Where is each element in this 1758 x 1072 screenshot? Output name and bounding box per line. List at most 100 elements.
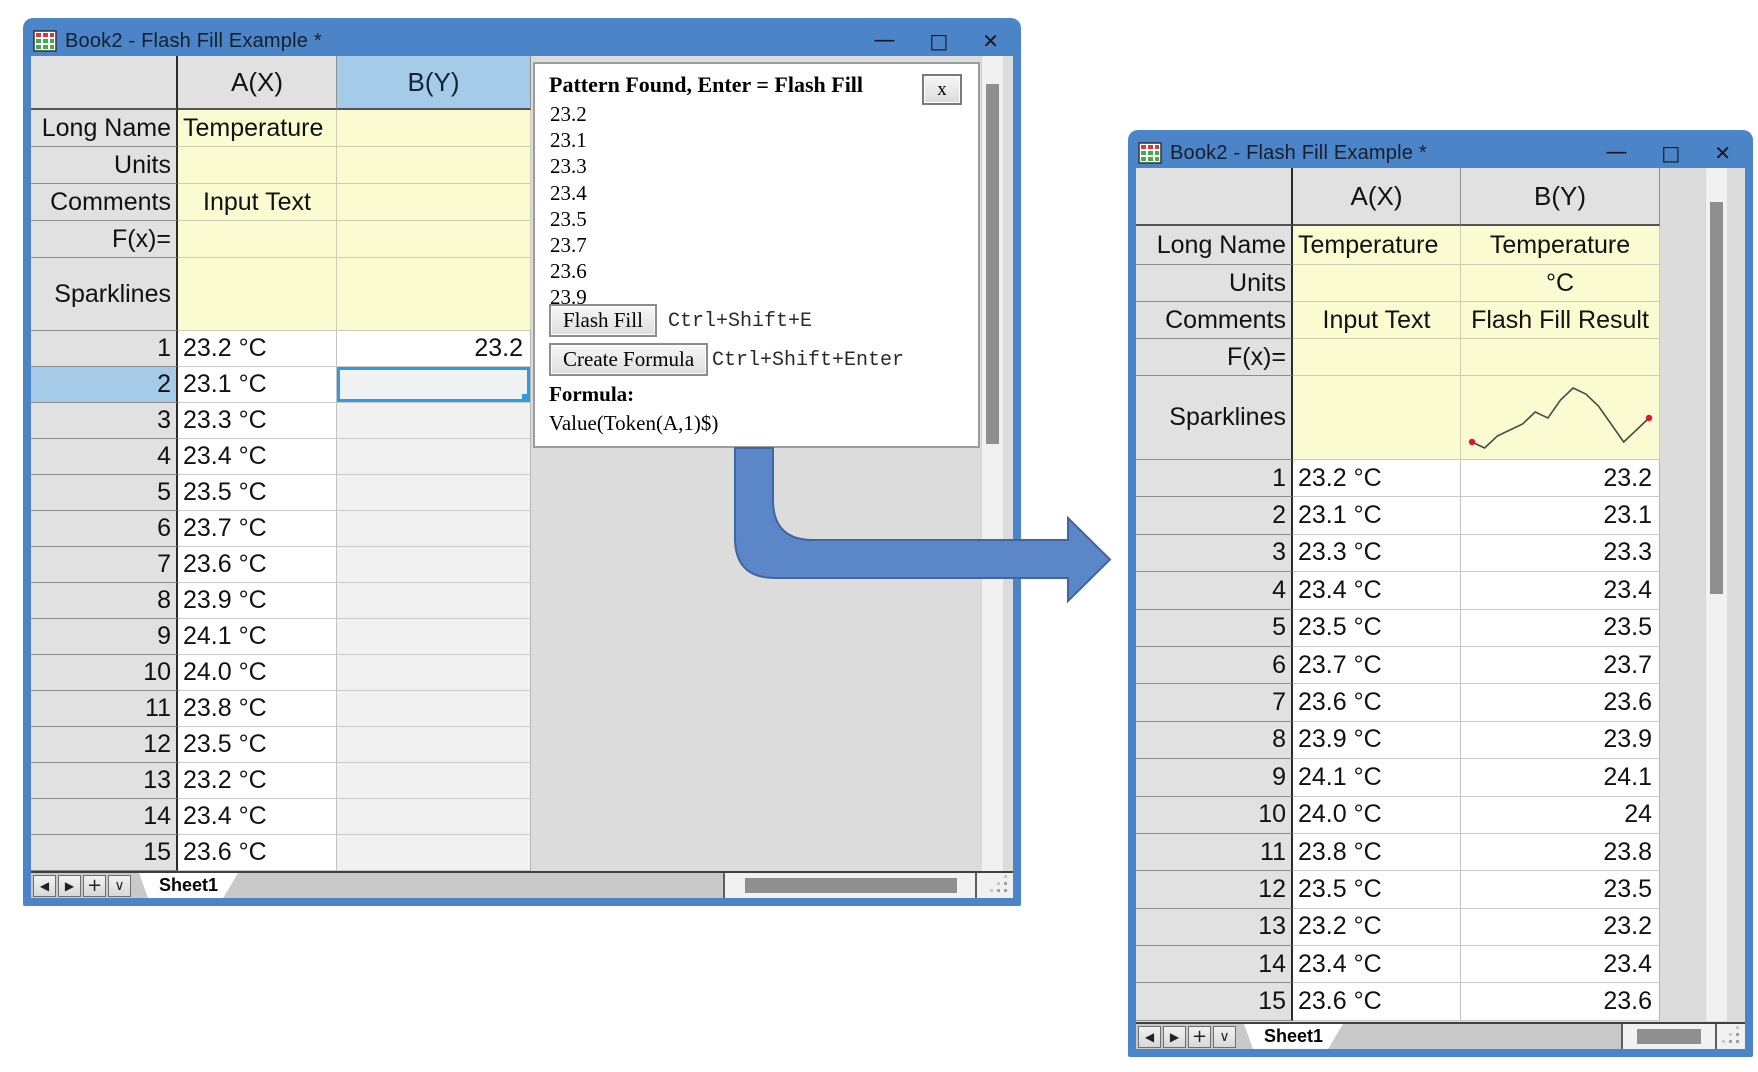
- maximize-button[interactable]: □: [929, 29, 949, 53]
- cell-b[interactable]: [337, 583, 531, 619]
- horizontal-scrollbar[interactable]: [1621, 1024, 1715, 1049]
- vertical-scrollbar-thumb[interactable]: [986, 84, 999, 444]
- cell-a[interactable]: 23.2 °C: [178, 331, 337, 367]
- long-name-a[interactable]: Temperature: [178, 110, 337, 147]
- comments-b[interactable]: Flash Fill Result: [1461, 302, 1660, 339]
- cell-b[interactable]: 23.8: [1461, 833, 1660, 872]
- sparklines-a[interactable]: [1293, 376, 1461, 460]
- cell-a[interactable]: 23.8 °C: [1293, 833, 1461, 872]
- vertical-scrollbar[interactable]: [981, 56, 1003, 871]
- add-sheet-button[interactable]: +: [83, 874, 106, 897]
- add-sheet-button[interactable]: +: [1188, 1025, 1211, 1048]
- cell-b[interactable]: 23.5: [1461, 609, 1660, 647]
- comments-a[interactable]: Input Text: [1293, 302, 1461, 339]
- cell-a[interactable]: 23.3 °C: [178, 403, 337, 439]
- comments-a[interactable]: Input Text: [178, 184, 337, 221]
- horizontal-scrollbar-thumb[interactable]: [1637, 1029, 1701, 1044]
- row-number[interactable]: 2: [1136, 497, 1293, 535]
- row-number[interactable]: 3: [31, 403, 178, 439]
- minimize-button[interactable]: —: [1605, 140, 1628, 165]
- row-number[interactable]: 7: [31, 547, 178, 583]
- sparkline-cell[interactable]: [1461, 376, 1660, 460]
- row-number[interactable]: 13: [1136, 908, 1293, 947]
- comments-b[interactable]: [337, 184, 531, 221]
- row-number[interactable]: 7: [1136, 684, 1293, 722]
- row-label[interactable]: Sparklines: [31, 258, 178, 331]
- units-a[interactable]: [1293, 265, 1461, 302]
- resize-grip[interactable]: [975, 873, 1013, 898]
- cell-a[interactable]: 24.0 °C: [178, 655, 337, 691]
- row-number[interactable]: 15: [1136, 983, 1293, 1021]
- column-header-b[interactable]: B(Y): [337, 56, 531, 110]
- cell-a[interactable]: 23.5 °C: [178, 475, 337, 511]
- row-number[interactable]: 1: [1136, 460, 1293, 498]
- flash-fill-button[interactable]: Flash Fill: [549, 304, 657, 337]
- row-number[interactable]: 4: [1136, 572, 1293, 610]
- fx-a[interactable]: [178, 221, 337, 258]
- cell-b[interactable]: 23.4: [1461, 572, 1660, 610]
- cell-b[interactable]: 23.6: [1461, 983, 1660, 1021]
- cell-a[interactable]: 23.1 °C: [178, 367, 337, 403]
- cell-b[interactable]: [337, 367, 531, 403]
- cell-b[interactable]: 23.6: [1461, 684, 1660, 722]
- create-formula-button[interactable]: Create Formula: [549, 343, 709, 376]
- row-number[interactable]: 10: [1136, 796, 1293, 834]
- row-number[interactable]: 13: [31, 763, 178, 799]
- cell-a[interactable]: 23.5 °C: [1293, 871, 1461, 909]
- cell-b[interactable]: 23.3: [1461, 534, 1660, 573]
- cell-b[interactable]: [337, 655, 531, 691]
- cell-a[interactable]: 23.4 °C: [1293, 572, 1461, 610]
- cell-a[interactable]: 23.7 °C: [1293, 646, 1461, 685]
- horizontal-scrollbar[interactable]: [723, 873, 975, 898]
- row-number[interactable]: 8: [1136, 721, 1293, 760]
- row-number[interactable]: 4: [31, 439, 178, 475]
- horizontal-scrollbar-thumb[interactable]: [745, 878, 957, 893]
- right-titlebar[interactable]: Book2 - Flash Fill Example * — □ ✕: [1136, 138, 1745, 168]
- row-number[interactable]: 6: [1136, 646, 1293, 685]
- cell-b[interactable]: [337, 727, 531, 763]
- cell-b[interactable]: 23.4: [1461, 946, 1660, 984]
- cell-a[interactable]: 24.1 °C: [1293, 759, 1461, 797]
- cell-b[interactable]: 24.1: [1461, 759, 1660, 797]
- row-number[interactable]: 5: [31, 475, 178, 511]
- row-number[interactable]: 15: [31, 835, 178, 871]
- cell-a[interactable]: 23.5 °C: [1293, 609, 1461, 647]
- close-button[interactable]: ✕: [1714, 141, 1731, 165]
- sheet-tab[interactable]: Sheet1: [139, 873, 238, 898]
- row-label[interactable]: Sparklines: [1136, 376, 1293, 460]
- cell-b[interactable]: 23.2: [337, 331, 531, 367]
- cell-a[interactable]: 23.2 °C: [1293, 908, 1461, 947]
- row-number[interactable]: 12: [1136, 871, 1293, 909]
- sheet-list-button[interactable]: ∨: [1213, 1025, 1236, 1048]
- cell-b[interactable]: [337, 619, 531, 655]
- row-number[interactable]: 2: [31, 367, 178, 403]
- cell-b[interactable]: [337, 547, 531, 583]
- cell-b[interactable]: 23.1: [1461, 497, 1660, 535]
- row-label[interactable]: Units: [1136, 265, 1293, 302]
- sheet-nav-forward-button[interactable]: ▶: [1163, 1025, 1186, 1048]
- cell-b[interactable]: 24: [1461, 796, 1660, 834]
- cell-a[interactable]: 23.4 °C: [1293, 946, 1461, 984]
- row-number[interactable]: 14: [31, 799, 178, 835]
- row-label[interactable]: Comments: [31, 184, 178, 221]
- cell-b[interactable]: 23.2: [1461, 908, 1660, 947]
- row-number[interactable]: 5: [1136, 609, 1293, 647]
- row-number[interactable]: 9: [31, 619, 178, 655]
- cell-b[interactable]: 23.7: [1461, 646, 1660, 685]
- cell-b[interactable]: [337, 691, 531, 727]
- cell-a[interactable]: 23.4 °C: [178, 799, 337, 835]
- maximize-button[interactable]: □: [1661, 141, 1681, 165]
- minimize-button[interactable]: —: [873, 28, 896, 53]
- cell-a[interactable]: 24.1 °C: [178, 619, 337, 655]
- units-a[interactable]: [178, 147, 337, 184]
- cell-a[interactable]: 23.6 °C: [1293, 983, 1461, 1021]
- fx-b[interactable]: [337, 221, 531, 258]
- row-label[interactable]: Long Name: [31, 110, 178, 147]
- row-number[interactable]: 1: [31, 331, 178, 367]
- row-number[interactable]: 10: [31, 655, 178, 691]
- fx-a[interactable]: [1293, 339, 1461, 376]
- cell-a[interactable]: 23.3 °C: [1293, 534, 1461, 573]
- long-name-b[interactable]: [337, 110, 531, 147]
- resize-grip[interactable]: [1715, 1024, 1745, 1049]
- column-header-a[interactable]: A(X): [178, 56, 337, 110]
